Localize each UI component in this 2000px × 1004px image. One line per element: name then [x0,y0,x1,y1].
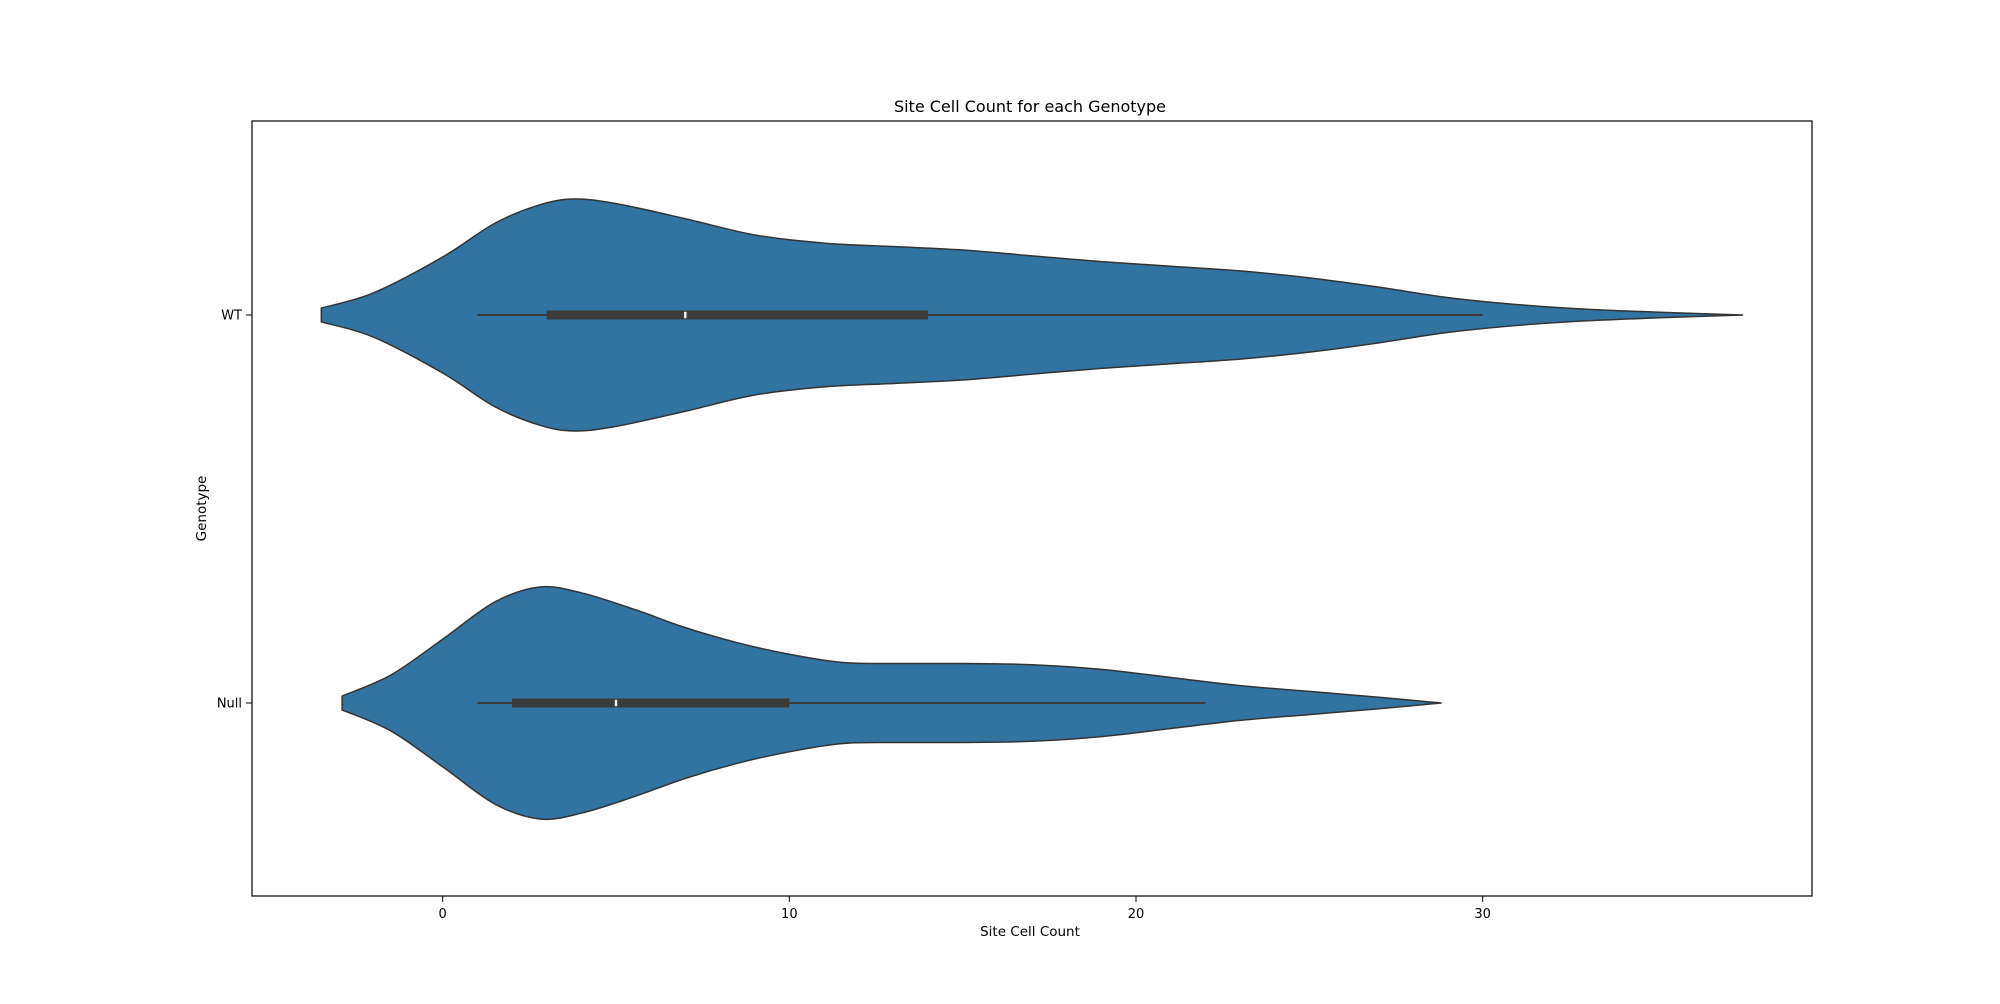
x-tick-label: 30 [1474,907,1491,922]
axes-frame [251,120,1813,897]
iqr-box-null [512,698,790,708]
y-tick-label: Null [217,697,242,712]
x-tick-label: 20 [1128,907,1145,922]
x-tick-label: 10 [781,907,798,922]
chart-title: Site Cell Count for each Genotype [894,97,1166,116]
x-axis-ticks: 0 10 20 30 [439,896,1491,922]
iqr-box-wt [546,310,928,320]
violin-null [341,585,1442,821]
y-tick-label: WT [221,309,242,324]
median-marker-wt [684,311,687,319]
x-axis-label: Site Cell Count [980,924,1080,940]
x-tick-label: 0 [439,907,447,922]
y-axis-label: Genotype [194,476,210,542]
median-marker-null [614,699,618,707]
violins-layer [320,198,1744,821]
violin-wt [320,198,1744,432]
y-axis-ticks: WT Null [217,309,252,712]
